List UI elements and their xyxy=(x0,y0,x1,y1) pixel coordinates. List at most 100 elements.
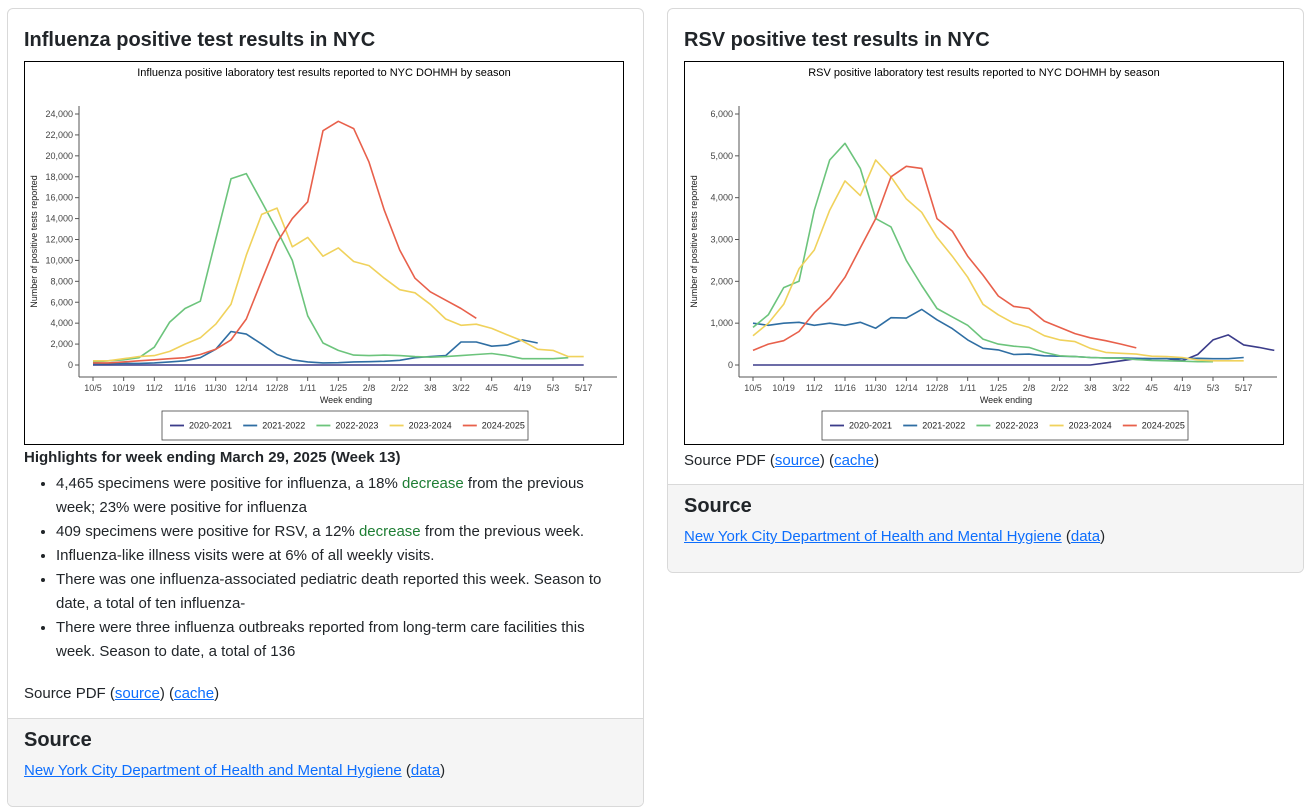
flu-x-tick-label: 12/14 xyxy=(235,383,258,393)
flu-series-line-2024-2025 xyxy=(93,120,477,364)
flu-chart-svg: Influenza positive laboratory test resul… xyxy=(29,67,617,441)
flu-y-tick-label: 22,000 xyxy=(45,130,73,140)
flu-y-tick-label: 12,000 xyxy=(45,235,73,245)
rsv-y-tick-label: 3,000 xyxy=(710,235,733,245)
flu-series-line-2023-2024 xyxy=(93,207,584,362)
highlight-item: There were three influenza outbreaks rep… xyxy=(56,616,627,664)
rsv-chart-svg: RSV positive laboratory test results rep… xyxy=(689,67,1277,441)
rsv-y-tick-label: 5,000 xyxy=(710,151,733,161)
flu-y-tick-label: 20,000 xyxy=(45,151,73,161)
rsv-x-tick-label: 11/30 xyxy=(865,383,887,393)
rsv-x-tick-label: 4/5 xyxy=(1145,383,1158,393)
flu-legend-label: 2024-2025 xyxy=(482,421,525,431)
flu-legend-label: 2021-2022 xyxy=(262,421,305,431)
rsv-footer-title: Source xyxy=(684,495,752,517)
flu-x-tick-label: 3/8 xyxy=(424,383,437,393)
flu-x-tick-label: 5/3 xyxy=(547,383,560,393)
rsv-x-tick-label: 3/22 xyxy=(1112,383,1130,393)
flu-y-tick-label: 10,000 xyxy=(45,255,73,265)
flu-y-tick-label: 14,000 xyxy=(45,214,73,224)
flu-x-tick-label: 3/22 xyxy=(452,383,470,393)
rsv-x-tick-label: 2/22 xyxy=(1051,383,1069,393)
rsv-y-tick-label: 6,000 xyxy=(710,109,733,119)
rsv-x-tick-label: 10/19 xyxy=(772,383,795,393)
rsv-legend-label: 2023-2024 xyxy=(1069,421,1112,431)
flu-data-link[interactable]: data xyxy=(410,762,441,779)
rsv-x-tick-label: 5/17 xyxy=(1235,383,1253,393)
flu-y-tick-label: 4,000 xyxy=(50,318,73,328)
flu-x-tick-label: 4/5 xyxy=(485,383,498,393)
rsv-legend-label: 2020-2021 xyxy=(849,421,892,431)
highlight-item: Influenza-like illness visits were at 6%… xyxy=(56,544,627,568)
highlights-title: Highlights for week ending March 29, 202… xyxy=(24,449,401,466)
rsv-x-tick-label: 2/8 xyxy=(1023,383,1036,393)
flu-card: Influenza positive test results in NYC I… xyxy=(7,8,644,807)
rsv-footer-line: New York City Department of Health and M… xyxy=(684,528,1106,545)
flu-card-footer: Source New York City Department of Healt… xyxy=(8,718,643,806)
rsv-x-tick-label: 4/19 xyxy=(1174,383,1192,393)
flu-legend-label: 2023-2024 xyxy=(409,421,452,431)
rsv-source-link[interactable]: source xyxy=(774,452,820,469)
highlights-list: 4,465 specimens were positive for influe… xyxy=(24,472,627,664)
flu-footer-title: Source xyxy=(24,729,92,751)
flu-x-tick-label: 10/19 xyxy=(112,383,135,393)
flu-x-tick-label: 10/5 xyxy=(84,383,102,393)
rsv-series-line-2024-2025 xyxy=(752,165,1137,352)
flu-chart-title: Influenza positive laboratory test resul… xyxy=(137,67,511,79)
flu-chart: Influenza positive laboratory test resul… xyxy=(24,61,624,445)
flu-x-tick-label: 11/2 xyxy=(146,383,163,393)
rsv-y-axis-title: Number of positive tests reported xyxy=(689,175,699,308)
rsv-chart: RSV positive laboratory test results rep… xyxy=(684,61,1284,445)
rsv-y-tick-label: 2,000 xyxy=(710,276,733,286)
flu-legend-label: 2022-2023 xyxy=(335,421,378,431)
rsv-legend-label: 2024-2025 xyxy=(1142,421,1185,431)
rsv-card-footer: Source New York City Department of Healt… xyxy=(668,484,1303,572)
flu-cache-link[interactable]: cache xyxy=(174,685,215,702)
rsv-x-axis-title: Week ending xyxy=(980,395,1032,405)
flu-source-pdf: Source PDF (source) (cache) xyxy=(24,685,220,702)
rsv-y-tick-label: 1,000 xyxy=(710,318,733,328)
flu-y-tick-label: 0 xyxy=(68,360,73,370)
rsv-card: RSV positive test results in NYC RSV pos… xyxy=(667,8,1304,573)
flu-legend-label: 2020-2021 xyxy=(189,421,232,431)
highlight-item: 409 specimens were positive for RSV, a 1… xyxy=(56,520,627,544)
flu-source-link[interactable]: source xyxy=(114,685,160,702)
flu-y-tick-label: 2,000 xyxy=(50,339,73,349)
rsv-x-tick-label: 11/2 xyxy=(806,383,823,393)
highlight-item: There was one influenza-associated pedia… xyxy=(56,568,627,616)
flu-series-line-2021-2022 xyxy=(92,330,538,365)
rsv-series-line-2022-2023 xyxy=(752,142,1213,363)
flu-card-title: Influenza positive test results in NYC xyxy=(24,29,376,51)
rsv-x-tick-label: 1/25 xyxy=(990,383,1008,393)
rsv-card-title: RSV positive test results in NYC xyxy=(684,29,990,51)
flu-x-tick-label: 5/17 xyxy=(575,383,593,393)
flu-x-tick-label: 11/30 xyxy=(205,383,227,393)
rsv-series-line-2021-2022 xyxy=(752,308,1244,360)
rsv-data-link[interactable]: data xyxy=(1070,528,1101,545)
rsv-chart-title: RSV positive laboratory test results rep… xyxy=(808,67,1160,79)
flu-x-axis-title: Week ending xyxy=(320,395,372,405)
rsv-legend-label: 2021-2022 xyxy=(922,421,965,431)
rsv-y-tick-label: 0 xyxy=(728,360,733,370)
flu-footer-line: New York City Department of Health and M… xyxy=(24,762,446,779)
flu-y-tick-label: 6,000 xyxy=(50,297,73,307)
flu-x-tick-label: 2/22 xyxy=(391,383,409,393)
flu-dohmh-link[interactable]: New York City Department of Health and M… xyxy=(24,762,402,779)
flu-y-axis-title: Number of positive tests reported xyxy=(29,175,39,308)
flu-y-tick-label: 8,000 xyxy=(50,276,73,286)
rsv-y-tick-label: 4,000 xyxy=(710,193,733,203)
flu-x-tick-label: 4/19 xyxy=(514,383,532,393)
rsv-legend-label: 2022-2023 xyxy=(995,421,1038,431)
rsv-x-tick-label: 1/11 xyxy=(959,383,976,393)
flu-y-tick-label: 18,000 xyxy=(45,172,73,182)
flu-x-tick-label: 1/11 xyxy=(299,383,316,393)
flu-y-tick-label: 16,000 xyxy=(45,193,73,203)
rsv-x-tick-label: 5/3 xyxy=(1207,383,1220,393)
rsv-x-tick-label: 12/14 xyxy=(895,383,918,393)
rsv-series-line-2023-2024 xyxy=(752,159,1244,362)
rsv-cache-link[interactable]: cache xyxy=(834,452,875,469)
flu-x-tick-label: 11/16 xyxy=(174,383,196,393)
flu-x-tick-label: 1/25 xyxy=(330,383,348,393)
rsv-x-tick-label: 10/5 xyxy=(744,383,762,393)
rsv-dohmh-link[interactable]: New York City Department of Health and M… xyxy=(684,528,1062,545)
